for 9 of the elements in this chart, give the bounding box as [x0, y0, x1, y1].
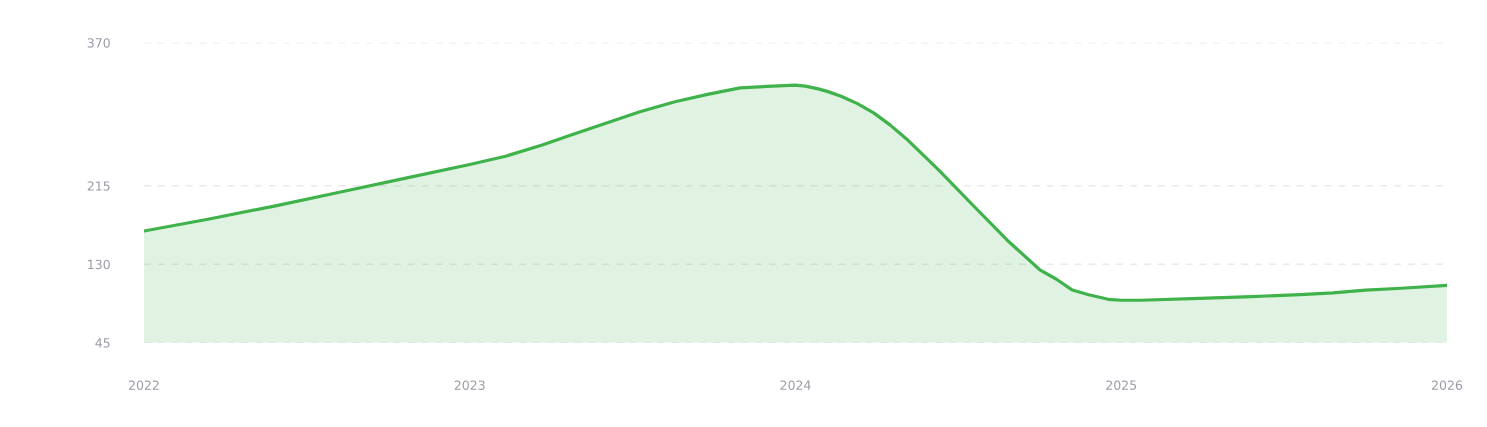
y-tick-label: 45	[95, 338, 110, 348]
y-tick-label: 130	[88, 259, 110, 270]
x-tick-label: 2024	[780, 380, 811, 390]
x-tick-label: 2025	[1106, 380, 1137, 390]
x-tick-label: 2023	[454, 380, 485, 390]
y-tick-label: 215	[87, 181, 110, 191]
x-tick-label: 2026	[1432, 380, 1463, 390]
y-tick-label: 370	[87, 38, 110, 48]
x-tick-label: 2022	[129, 380, 159, 390]
